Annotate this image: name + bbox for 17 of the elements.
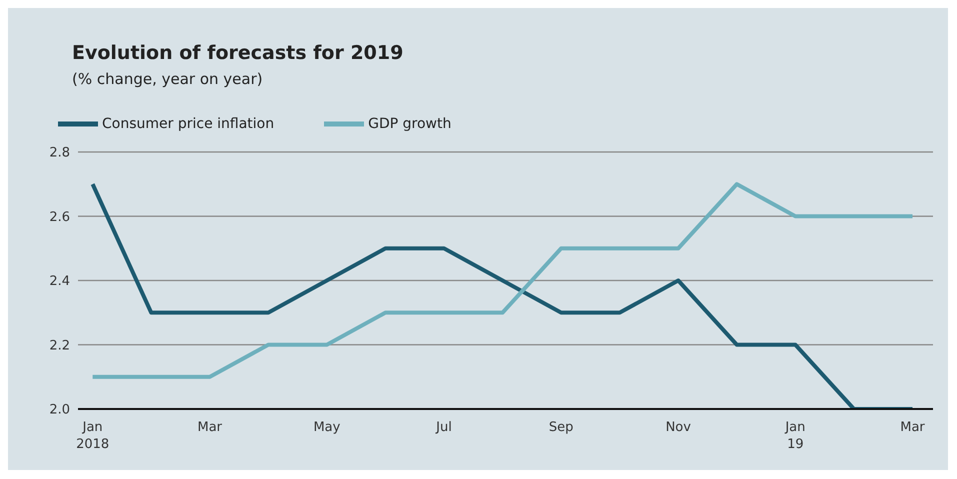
x-tick-label: May (313, 420, 341, 435)
x-tick-label: Nov (666, 420, 692, 435)
y-tick-label: 2.4 (49, 274, 70, 290)
chart-title: Evolution of forecasts for 2019 (72, 42, 404, 64)
x-tick-label: Mar (198, 420, 223, 435)
x-tick-label: Sep (548, 420, 574, 435)
y-tick-label: 2.0 (49, 402, 70, 418)
x-tick-label: Jul (435, 420, 452, 435)
x-tick-label: Jan 2018 (76, 420, 110, 452)
y-tick-label: 2.6 (49, 210, 70, 225)
legend-label: Consumer price inflation (102, 116, 274, 132)
x-tick-label: Mar (900, 420, 926, 435)
y-tick-label: 2.8 (49, 146, 70, 161)
y-tick-label: 2.2 (49, 338, 70, 354)
x-tick-label: Jan 19 (784, 420, 806, 452)
chart-subtitle: (% change, year on year) (72, 70, 263, 88)
legend-label: GDP growth (368, 116, 452, 132)
